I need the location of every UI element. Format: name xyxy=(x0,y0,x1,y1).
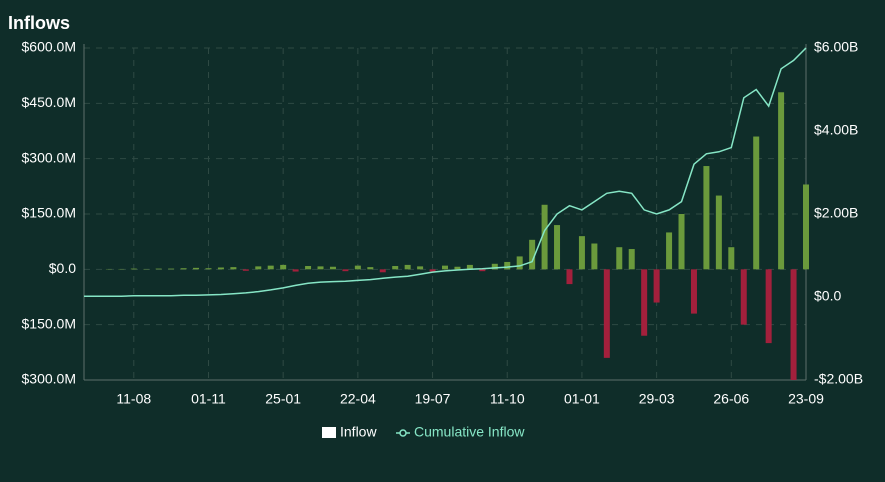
y-tick-label: $150.0M xyxy=(22,205,76,221)
bar xyxy=(616,247,623,270)
bar xyxy=(442,265,448,270)
y-tick-label: $0.0 xyxy=(49,260,76,276)
bar xyxy=(778,92,785,270)
bar xyxy=(753,136,760,270)
bar xyxy=(566,269,573,285)
y2-tick-label: $4.00B xyxy=(814,122,858,138)
bar xyxy=(429,269,436,272)
bar xyxy=(578,236,585,270)
bar xyxy=(217,267,224,270)
bar xyxy=(168,268,175,270)
bar xyxy=(354,265,361,270)
bar xyxy=(292,269,299,272)
bar xyxy=(491,263,498,270)
x-tick-label: 25-01 xyxy=(265,391,301,407)
bar xyxy=(504,261,511,270)
bar xyxy=(740,269,747,325)
bar xyxy=(367,267,374,270)
bar xyxy=(205,268,212,270)
x-tick-label: 11-08 xyxy=(116,391,151,407)
y-tick-label: $300.0M xyxy=(22,149,76,165)
bar xyxy=(242,269,249,271)
y2-tick-label: $6.00B xyxy=(814,39,858,55)
y2-tick-label: -$2.00B xyxy=(814,371,863,387)
bar xyxy=(479,269,486,272)
x-tick-label: 22-04 xyxy=(340,391,376,407)
bar xyxy=(541,204,548,270)
bar xyxy=(305,266,312,270)
x-tick-label: 26-06 xyxy=(713,391,749,407)
chart-title: Inflows xyxy=(8,13,70,33)
bar xyxy=(417,266,424,270)
bar xyxy=(280,264,287,270)
bar xyxy=(678,214,685,270)
bar xyxy=(516,256,523,270)
bar xyxy=(653,269,660,303)
bar xyxy=(554,225,561,270)
bar xyxy=(155,268,162,270)
bar xyxy=(329,266,336,270)
x-tick-label: 19-07 xyxy=(415,391,451,407)
bar xyxy=(690,269,697,314)
bar xyxy=(790,269,797,380)
bar xyxy=(255,266,262,270)
legend-swatch xyxy=(322,427,336,438)
y-tick-label: $150.0M xyxy=(22,315,76,331)
y-tick-label: $450.0M xyxy=(22,94,76,110)
bar xyxy=(529,239,536,270)
x-tick-label: 01-11 xyxy=(191,391,226,407)
x-tick-label: 23-09 xyxy=(788,391,824,407)
legend-label: Cumulative Inflow xyxy=(414,424,525,440)
bar xyxy=(803,184,809,270)
bar xyxy=(703,166,710,270)
bar xyxy=(193,267,200,270)
bar xyxy=(765,269,772,344)
bar xyxy=(342,269,349,272)
y-tick-label: $600.0M xyxy=(22,39,76,55)
bar xyxy=(666,232,673,270)
x-tick-label: 29-03 xyxy=(639,391,675,407)
bar xyxy=(379,269,386,273)
bar xyxy=(628,249,635,270)
legend-swatch xyxy=(399,429,407,437)
bar xyxy=(230,267,237,270)
bar xyxy=(603,269,610,358)
bar xyxy=(392,266,399,270)
bar xyxy=(715,195,722,270)
bar xyxy=(591,243,598,270)
cumulative-line xyxy=(84,47,807,297)
legend-label: Inflow xyxy=(340,424,377,440)
bar xyxy=(130,268,137,270)
bar xyxy=(728,247,735,270)
bar xyxy=(466,264,473,270)
bar xyxy=(267,265,274,270)
y2-tick-label: $2.00B xyxy=(814,205,858,221)
bar xyxy=(404,264,411,270)
bar xyxy=(317,266,324,270)
bar xyxy=(454,266,461,270)
bar xyxy=(641,269,648,336)
bar xyxy=(180,268,187,270)
x-tick-label: 01-01 xyxy=(564,391,600,407)
y2-tick-label: $0.0 xyxy=(814,288,841,304)
y-tick-label: $300.0M xyxy=(22,371,76,387)
x-tick-label: 11-10 xyxy=(490,391,525,407)
legend: Inflow Cumulative Inflow xyxy=(322,424,525,440)
